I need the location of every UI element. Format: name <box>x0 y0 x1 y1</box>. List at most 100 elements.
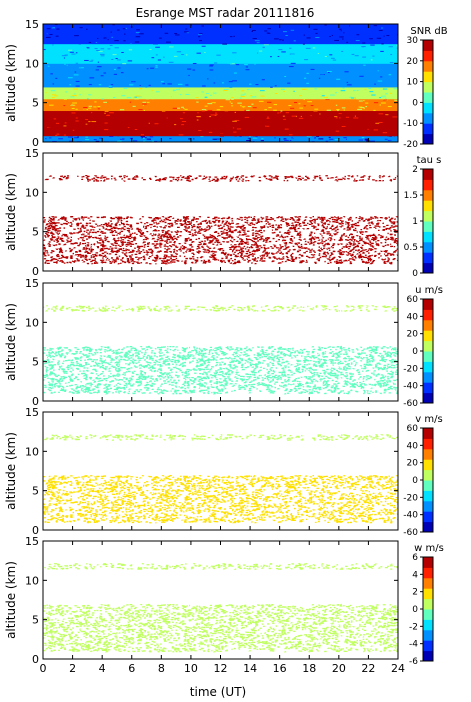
speckle <box>281 51 286 53</box>
speckle <box>338 113 342 115</box>
speckle <box>320 90 325 92</box>
speckle <box>73 88 79 90</box>
speckle <box>330 54 332 56</box>
panel-tau: 0 5 10 15 altitude (km) tau s2 1.5 1 0.5 0 <box>4 147 441 279</box>
speckle <box>329 36 331 38</box>
speckle <box>310 59 313 61</box>
speckle <box>202 115 204 117</box>
speckle <box>383 133 387 135</box>
speckle <box>310 105 314 107</box>
speckle <box>114 47 119 49</box>
speckle <box>268 107 272 109</box>
speckle <box>87 98 89 100</box>
speckle <box>69 140 72 142</box>
speckle <box>159 127 165 129</box>
speckle <box>68 95 73 97</box>
speckle <box>91 121 97 123</box>
speckle <box>387 88 389 90</box>
speckle <box>375 122 380 124</box>
speckle <box>247 137 251 139</box>
speckle <box>290 107 295 109</box>
colorbar-tick-label: -40 <box>403 511 418 521</box>
speckle <box>103 37 105 39</box>
speckle <box>79 28 84 30</box>
speckle <box>329 94 335 96</box>
speckle <box>277 128 281 130</box>
speckle <box>99 85 105 87</box>
speckle <box>71 106 73 108</box>
speckle <box>226 140 230 142</box>
speckle <box>389 62 394 64</box>
speckle <box>336 109 340 111</box>
speckle <box>66 64 68 66</box>
speckle <box>141 100 144 102</box>
speckle <box>233 135 238 137</box>
speckle <box>115 58 118 60</box>
speckle <box>46 28 51 30</box>
speckle <box>241 106 246 108</box>
speckle <box>293 102 298 104</box>
speckle <box>201 91 204 93</box>
speckle <box>358 100 363 102</box>
speckle <box>201 109 207 111</box>
speckle <box>361 34 366 36</box>
speckle <box>104 122 108 124</box>
speckle <box>294 140 300 142</box>
speckle <box>122 63 127 65</box>
speckle <box>117 131 119 133</box>
speckle <box>384 136 389 138</box>
speckle <box>293 40 296 42</box>
speckle <box>262 131 267 133</box>
speckle <box>280 110 283 112</box>
speckle <box>334 116 338 118</box>
speckle <box>354 55 359 57</box>
speckle <box>258 100 264 102</box>
layer-fill <box>43 98 398 112</box>
layer-echoes <box>43 305 398 312</box>
colorbar-tick-label: -20 <box>403 140 418 150</box>
speckle <box>59 133 64 135</box>
speckle <box>132 136 134 138</box>
colorbar-swatch <box>423 40 433 51</box>
colorbar-tick-label: 40 <box>407 441 419 451</box>
speckle <box>183 58 188 60</box>
speckle <box>74 131 77 133</box>
speckle <box>245 69 250 71</box>
speckle <box>199 40 203 42</box>
speckle <box>259 111 262 113</box>
speckle <box>381 130 384 132</box>
speckle <box>388 138 391 140</box>
speckle <box>234 111 236 113</box>
speckle <box>54 95 59 97</box>
speckle <box>284 126 289 128</box>
speckle <box>365 122 368 124</box>
speckle <box>133 131 137 133</box>
speckle <box>225 63 228 65</box>
speckle <box>104 110 109 112</box>
layer-fill <box>43 110 398 127</box>
speckle <box>175 118 177 120</box>
speckle <box>183 64 189 66</box>
colorbar-w: w m/s6 4 2 0 -2 -4 -6 <box>409 543 444 667</box>
speckle <box>255 84 259 86</box>
speckle <box>309 108 315 110</box>
speckle <box>134 128 138 130</box>
colorbar-tick-label: -60 <box>403 528 418 538</box>
speckle <box>150 67 155 69</box>
speckle <box>264 94 269 96</box>
speckle <box>324 55 328 57</box>
speckle <box>209 94 212 96</box>
speckle <box>386 53 391 55</box>
speckle <box>71 92 75 94</box>
speckle <box>207 109 213 111</box>
speckle <box>344 95 349 97</box>
speckle <box>305 47 311 49</box>
speckle <box>223 107 225 109</box>
speckle <box>336 50 341 52</box>
speckle <box>104 120 110 122</box>
speckle <box>163 25 167 27</box>
speckle <box>93 102 98 104</box>
speckle <box>58 138 63 140</box>
speckle <box>75 85 80 87</box>
speckle <box>71 112 76 114</box>
